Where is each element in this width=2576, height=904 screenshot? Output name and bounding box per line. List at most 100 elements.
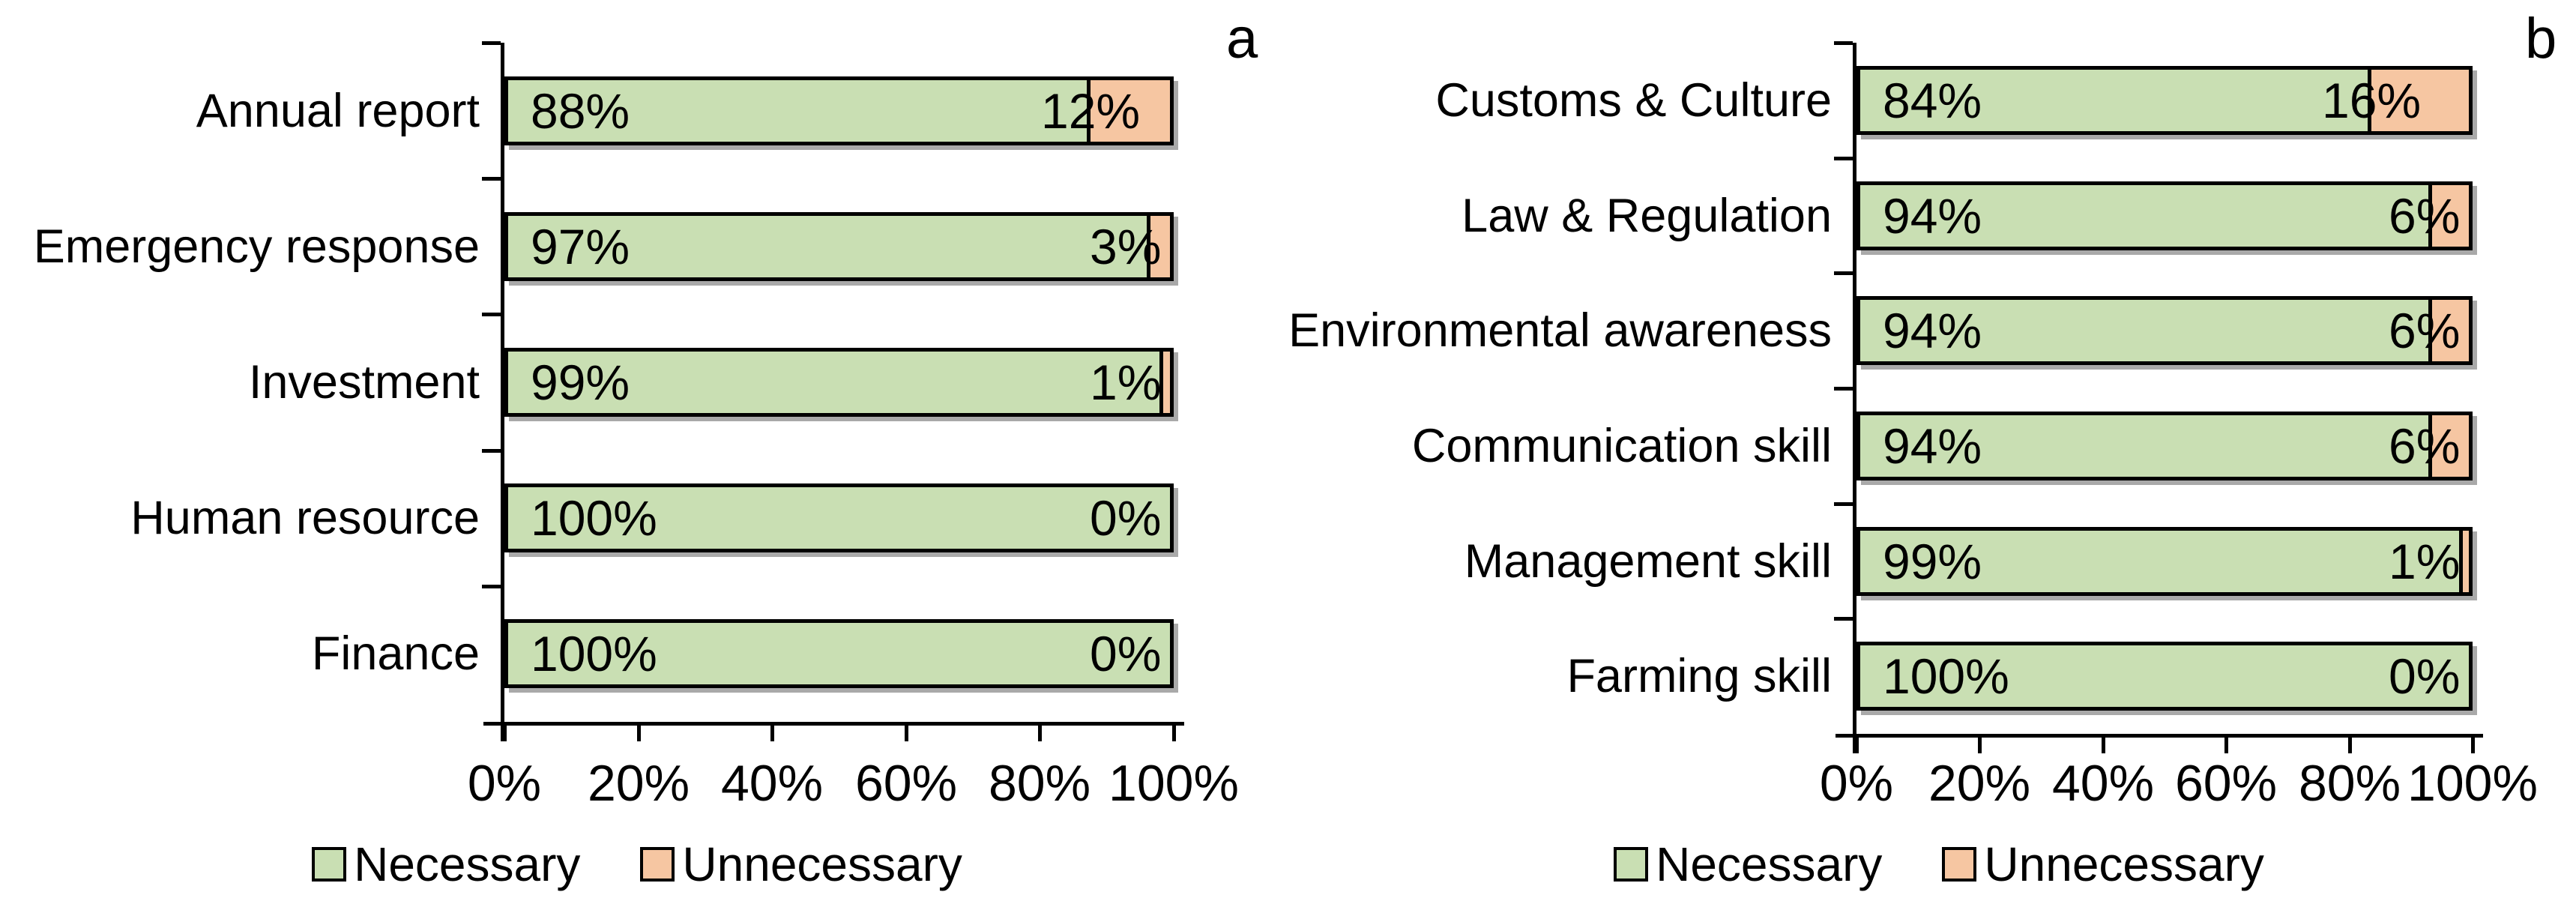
bar-row-a-0: 88% 12% <box>504 76 1174 145</box>
value-label-necessary: 84% <box>1883 73 1982 128</box>
x-tick <box>1855 738 1859 753</box>
value-label-unnecessary: 6% <box>2389 188 2461 244</box>
bar-segment-unnecessary <box>2368 70 2469 131</box>
value-label-necessary: 94% <box>1883 303 1982 358</box>
value-label-unnecessary: 3% <box>1090 219 1162 274</box>
x-axis <box>1836 734 2483 738</box>
value-label-necessary: 100% <box>531 626 657 681</box>
x-tick <box>637 726 641 741</box>
bar-row-b-3: 94% 6% <box>1856 412 2473 480</box>
x-tick-label: 60% <box>854 755 958 812</box>
x-tick <box>2471 738 2475 753</box>
bar-segment-necessary <box>1860 185 2433 247</box>
value-label-unnecessary: 0% <box>1090 490 1162 546</box>
value-label-unnecessary: 0% <box>1090 626 1162 681</box>
x-tick <box>1978 738 1982 753</box>
bar-segment-necessary <box>508 216 1150 277</box>
value-label-unnecessary: 1% <box>2389 534 2461 589</box>
x-tick <box>2102 738 2105 753</box>
y-tick <box>482 585 501 588</box>
x-tick <box>2348 738 2352 753</box>
y-tick <box>482 313 501 316</box>
x-tick <box>2224 738 2228 753</box>
y-tick <box>1834 271 1853 275</box>
category-label: Law & Regulation <box>1462 190 1832 242</box>
y-tick <box>1834 387 1853 391</box>
bar-segment-unnecessary <box>2428 185 2469 247</box>
x-tick <box>770 726 774 741</box>
value-label-unnecessary: 1% <box>1090 355 1162 410</box>
y-tick <box>482 177 501 181</box>
value-label-necessary: 94% <box>1883 188 1982 244</box>
bar-row-a-4: 100% 0% <box>504 619 1174 688</box>
y-tick <box>1834 617 1853 621</box>
bar-row-b-1: 94% 6% <box>1856 181 2473 250</box>
panel-label: b <box>2525 7 2557 70</box>
legend-swatch-unnecessary <box>1942 847 1977 882</box>
bar-row-a-2: 99% 1% <box>504 348 1174 417</box>
bar-segment-necessary <box>1860 70 2372 131</box>
x-tick <box>905 726 908 741</box>
x-tick-label: 100% <box>1108 755 1239 812</box>
category-label: Human resource <box>130 492 480 544</box>
x-tick <box>503 726 507 741</box>
value-label-unnecessary: 12% <box>1041 83 1141 139</box>
x-tick-label: 80% <box>2298 755 2401 812</box>
y-axis <box>501 43 504 741</box>
x-tick-label: 100% <box>2407 755 2538 812</box>
legend-label: Unnecessary <box>682 837 962 891</box>
category-label: Environmental awareness <box>1288 304 1832 357</box>
bar-segment-necessary <box>1860 415 2433 477</box>
legend-label: Unnecessary <box>1984 837 2264 891</box>
category-label: Farming skill <box>1566 650 1832 702</box>
bar-segment-necessary <box>1860 645 2469 707</box>
chart-panel-b: 0% 20% 40% 60% 80% 100% Customs & Culture 84% 16… <box>1288 0 2576 904</box>
legend-swatch-unnecessary <box>640 847 675 882</box>
legend-swatch-necessary <box>1614 847 1649 882</box>
x-tick-label: 0% <box>1819 755 1894 812</box>
category-label: Annual report <box>196 85 480 137</box>
legend-item-unnecessary: Unnecessary <box>640 837 962 891</box>
bar-segment-necessary <box>508 352 1164 413</box>
bar-row-a-1: 97% 3% <box>504 212 1174 281</box>
bar-segment-unnecessary <box>1159 352 1170 413</box>
value-label-necessary: 100% <box>531 490 657 546</box>
value-label-necessary: 99% <box>531 355 630 410</box>
panel-label: a <box>1226 7 1258 70</box>
value-label-necessary: 88% <box>531 83 630 139</box>
x-tick <box>1038 726 1042 741</box>
y-tick <box>482 449 501 453</box>
bar-segment-necessary <box>508 487 1170 549</box>
value-label-unnecessary: 0% <box>2389 648 2461 704</box>
legend-item-necessary: Necessary <box>312 837 580 891</box>
value-label-necessary: 94% <box>1883 418 1982 474</box>
value-label-necessary: 99% <box>1883 534 1982 589</box>
value-label-unnecessary: 6% <box>2389 418 2461 474</box>
value-label-necessary: 100% <box>1883 648 2009 704</box>
value-label-unnecessary: 6% <box>2389 303 2461 358</box>
y-tick <box>1834 41 1853 45</box>
x-tick-label: 80% <box>988 755 1091 812</box>
x-tick <box>1172 726 1176 741</box>
legend-label: Necessary <box>354 837 581 891</box>
x-tick-label: 20% <box>1928 755 2031 812</box>
category-label: Investment <box>248 356 480 409</box>
legend: Necessary Unnecessary <box>1302 837 2576 891</box>
x-axis <box>483 722 1184 726</box>
bar-segment-unnecessary <box>1146 216 1170 277</box>
legend-item-necessary: Necessary <box>1614 837 1882 891</box>
x-tick-label: 60% <box>2174 755 2278 812</box>
x-tick-label: 0% <box>467 755 542 812</box>
bar-segment-unnecessary <box>1087 80 1170 142</box>
category-label: Finance <box>311 627 480 680</box>
bar-segment-necessary <box>508 80 1091 142</box>
y-tick <box>482 41 501 45</box>
category-label: Management skill <box>1464 535 1832 588</box>
bar-segment-necessary <box>1860 300 2433 361</box>
y-axis <box>1853 43 1856 753</box>
bar-segment-necessary <box>508 623 1170 684</box>
bar-segment-unnecessary <box>2458 531 2469 592</box>
legend-swatch-necessary <box>312 847 347 882</box>
legend-label: Necessary <box>1656 837 1883 891</box>
